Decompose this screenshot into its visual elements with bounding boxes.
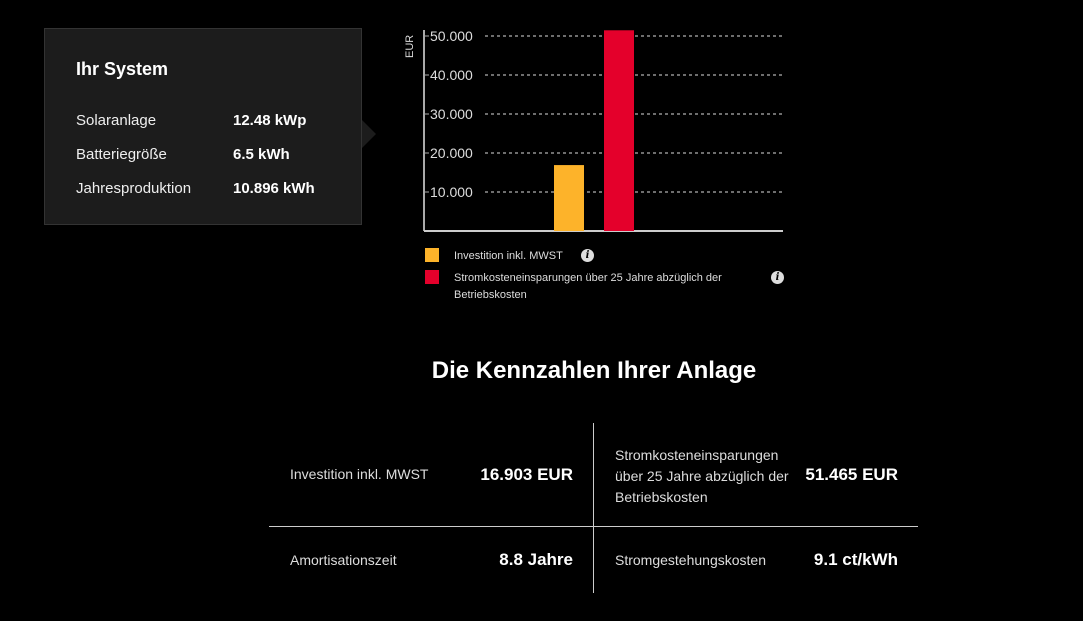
kpi-value: 9.1 ct/kWh <box>813 550 898 569</box>
kpi-label: Stromgestehungskosten <box>615 552 766 568</box>
label: Solaranlage <box>76 112 157 129</box>
kpi-value: 51.465 EUR <box>805 465 898 484</box>
bar-savings <box>604 30 634 231</box>
y-tick-label: 20.000 <box>430 145 473 161</box>
y-tick-label: 30.000 <box>430 106 473 122</box>
system-row-battery: Batteriegröße 6.5 kWh <box>76 146 290 163</box>
legend-label: Investition inkl. MWST <box>454 250 563 262</box>
legend-swatch <box>425 248 439 262</box>
value: 6.5 kWh <box>233 146 290 163</box>
y-axis-label: EUR <box>404 35 416 58</box>
divider-vertical <box>593 423 594 593</box>
kpi-value: 16.903 EUR <box>480 465 573 484</box>
bar-investment <box>554 165 584 231</box>
info-icon[interactable]: i <box>771 271 784 284</box>
legend-swatch <box>425 270 439 284</box>
legend-label: Stromkosteneinsparungen über 25 Jahre ab… <box>454 272 722 301</box>
value: 10.896 kWh <box>233 180 315 197</box>
y-tick-label: 10.000 <box>430 184 473 200</box>
kpi-label: Amortisationszeit <box>290 552 397 568</box>
info-icon[interactable]: i <box>581 249 594 262</box>
bar-chart: 10.000 20.000 30.000 40.000 50.000 EUR <box>404 28 783 232</box>
system-card: Ihr System Solaranlage 12.48 kWp Batterie… <box>44 28 362 225</box>
label: Batteriegröße <box>76 146 167 163</box>
kpi-label: Investition inkl. MWST <box>290 466 429 482</box>
card-pointer <box>362 120 376 148</box>
value: 12.48 kWp <box>233 112 307 129</box>
system-row-solar: Solaranlage 12.48 kWp <box>76 112 306 129</box>
kpi-value: 8.8 Jahre <box>499 550 573 569</box>
y-tick-label: 50.000 <box>430 28 473 44</box>
kpi-label: Stromkosteneinsparungen über 25 Jahre ab… <box>615 447 789 505</box>
section-title: Die Kennzahlen Ihrer Anlage <box>431 357 757 384</box>
system-row-production: Jahresproduktion 10.896 kWh <box>76 180 315 197</box>
label: Jahresproduktion <box>76 180 192 197</box>
system-title: Ihr System <box>76 59 169 79</box>
y-tick-label: 40.000 <box>430 67 473 83</box>
